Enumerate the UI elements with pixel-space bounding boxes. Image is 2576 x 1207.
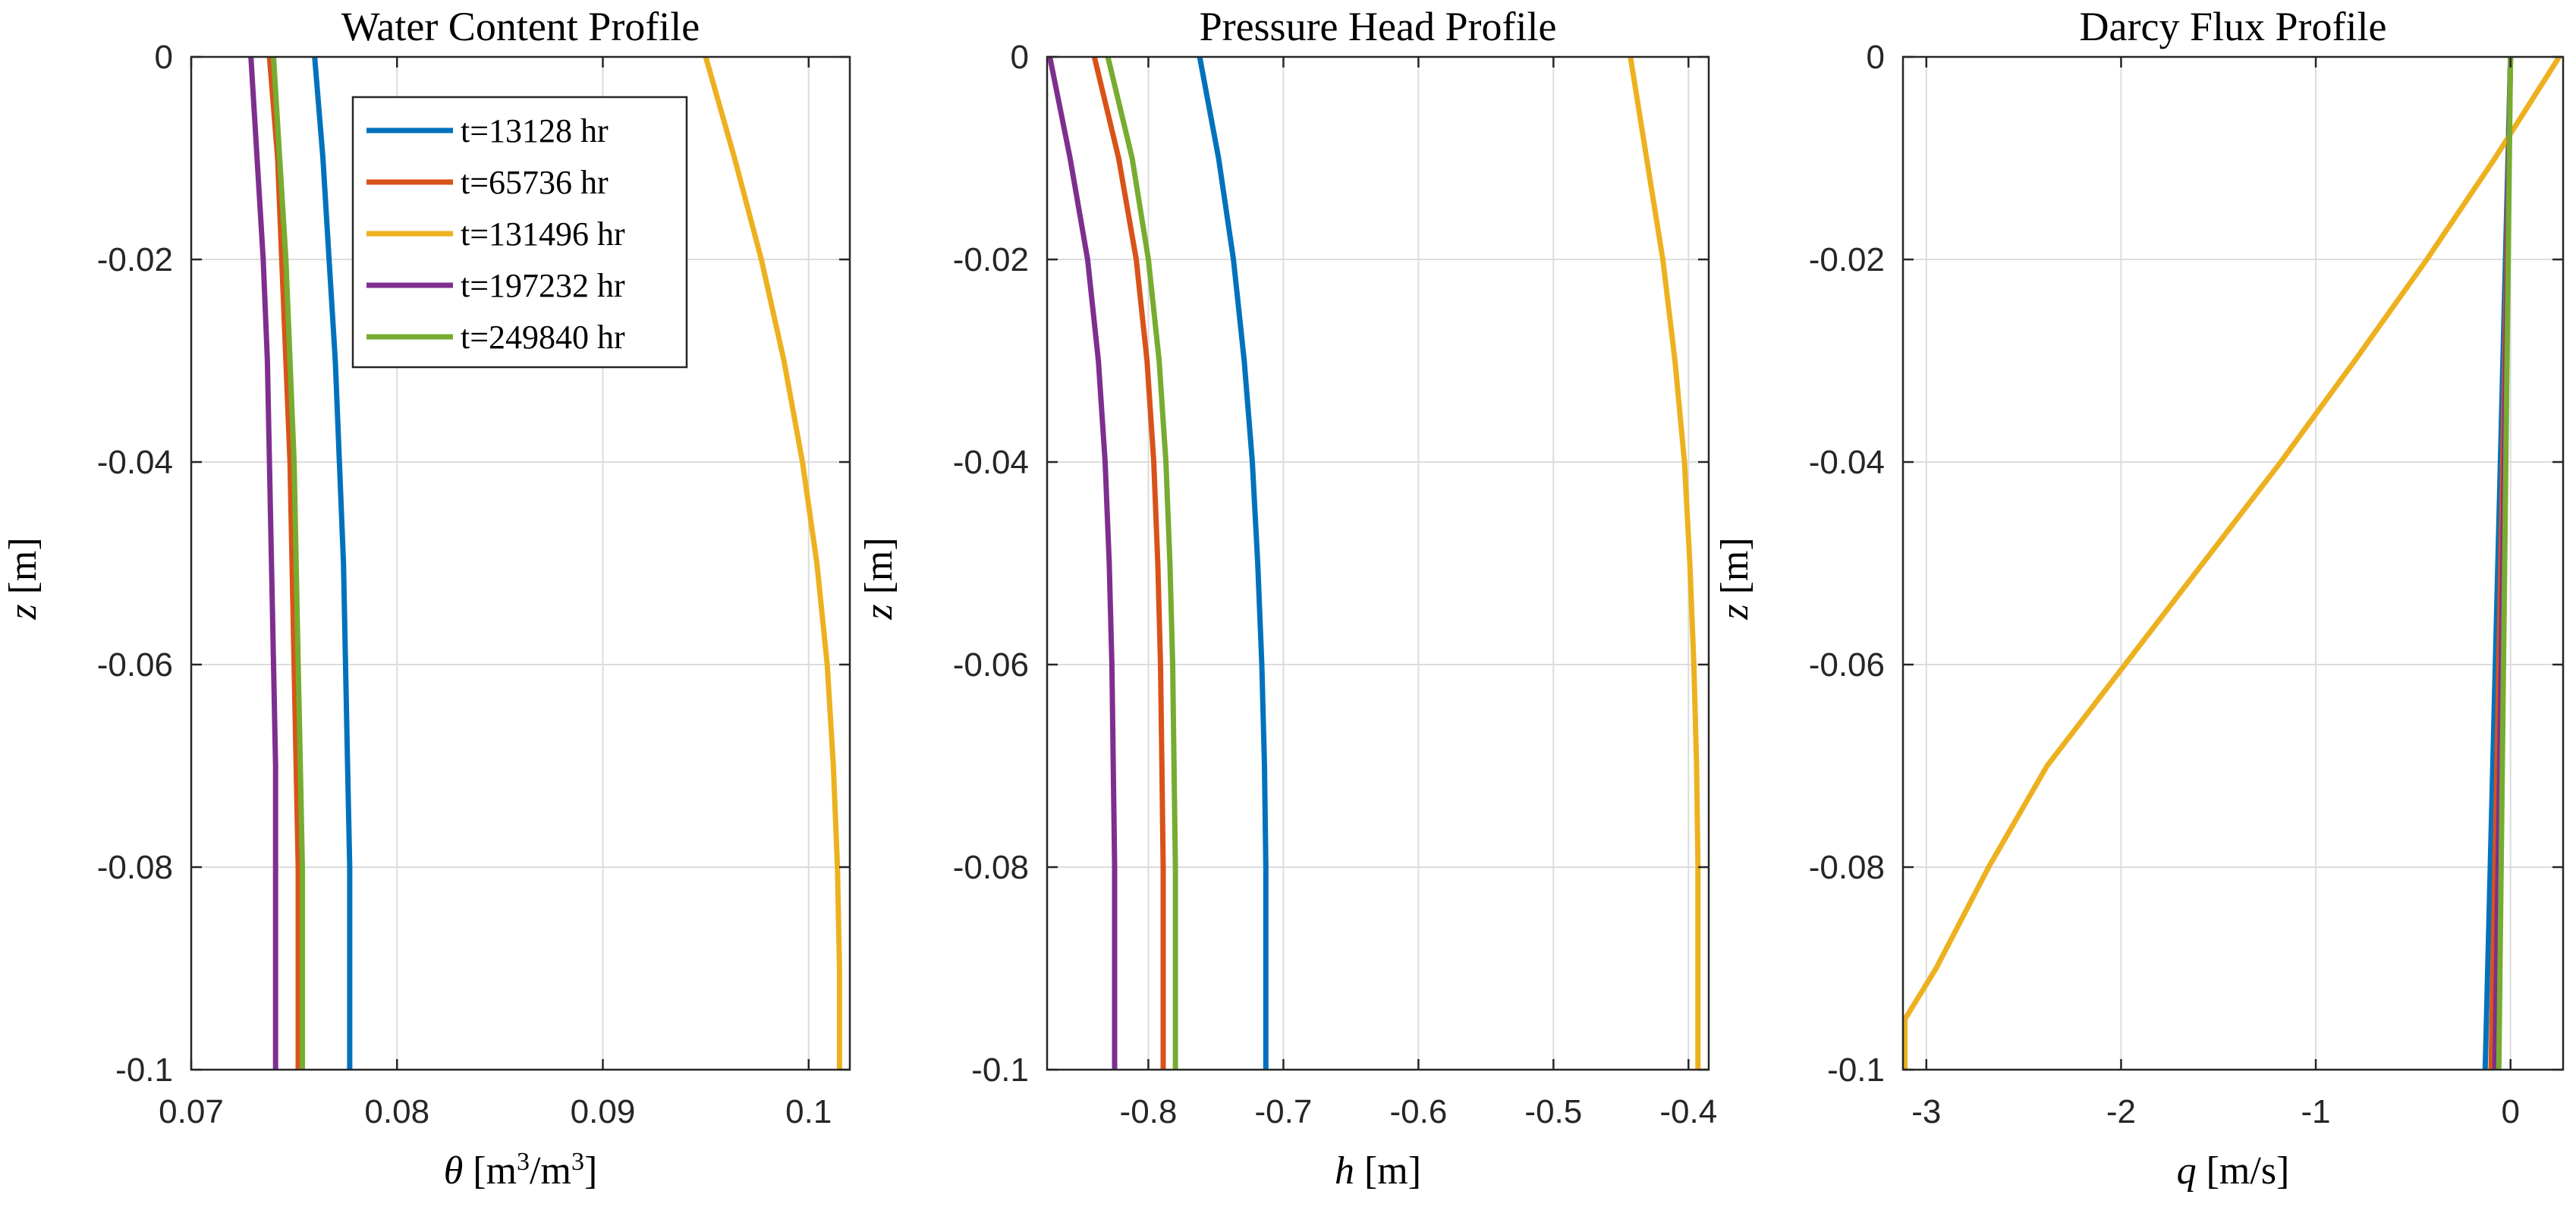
x-axis-symbol: θ <box>444 1149 464 1193</box>
y-tick-label: -0.06 <box>953 646 1029 684</box>
series-line-1 <box>312 56 353 1070</box>
y-axis-symbol: z <box>2 604 45 620</box>
y-tick-label: -0.1 <box>1827 1051 1885 1089</box>
series-group <box>248 56 842 1070</box>
x-axis-spacer <box>1354 1149 1364 1193</box>
series-group <box>1902 55 2562 1070</box>
x-tick-label: -2 <box>2106 1093 2136 1130</box>
y-axis-label: z [m] <box>1713 537 1757 620</box>
legend-entry: t=65736 hr <box>461 164 609 201</box>
y-axis-symbol: z <box>1713 604 1757 620</box>
series-line-3 <box>703 56 842 1070</box>
axes-box <box>190 55 851 1071</box>
x-tick-label: 0.08 <box>364 1093 429 1130</box>
y-tick-label: -0.02 <box>953 241 1029 278</box>
ticks: 0.07 0.08 0.09 0.1 0 -0.02 -0.04 -0.06 -0.08 -0.1 <box>97 39 850 1130</box>
x-axis-units-sup: 3 <box>571 1148 584 1176</box>
x-tick-label: -0.6 <box>1389 1093 1447 1130</box>
series-group <box>1047 56 1701 1070</box>
panel-2: -0.8 -0.7 -0.6 -0.5 -0.4 0 -0.02 -0.04 -0.06 -0.0… <box>857 4 1717 1193</box>
x-tick-label: 0 <box>2501 1093 2519 1130</box>
x-axis-label: θ [m3/m3] <box>444 1148 598 1193</box>
x-axis-symbol: h <box>1335 1149 1354 1193</box>
x-axis-units: [m] <box>1364 1149 1421 1193</box>
y-tick-label: -0.04 <box>1809 444 1885 481</box>
x-tick-label: 0.09 <box>571 1093 636 1130</box>
y-tick-label: -0.08 <box>953 849 1029 886</box>
y-tick-label: 0 <box>1011 39 1029 76</box>
series-line-3 <box>1628 56 1701 1070</box>
y-tick-label: -0.08 <box>1809 849 1885 886</box>
x-axis-units-mid: /m <box>530 1149 571 1193</box>
x-axis-label: h [m] <box>1335 1149 1421 1193</box>
x-tick-label: 0.1 <box>785 1093 832 1130</box>
chart-title: Pressure Head Profile <box>1200 4 1557 49</box>
x-axis-units-sup: 3 <box>517 1148 530 1176</box>
y-axis-units: [m] <box>857 537 901 594</box>
axes-box <box>1901 55 2565 1071</box>
x-axis-units-end: ] <box>584 1149 597 1193</box>
legend-entry: t=249840 hr <box>461 319 625 356</box>
series-line-5 <box>1105 56 1178 1070</box>
series-line-1 <box>1197 56 1269 1070</box>
x-axis-spacer <box>463 1149 473 1193</box>
chart-title: Darcy Flux Profile <box>2080 4 2387 49</box>
x-tick-label: -3 <box>1911 1093 1941 1130</box>
legend-entry: t=131496 hr <box>461 215 625 253</box>
panels: 0.07 0.08 0.09 0.1 0 -0.02 -0.04 -0.06 -0.08 -0.1… <box>2 4 2565 1193</box>
series-line-4 <box>248 56 278 1070</box>
y-tick-label: -0.02 <box>1809 241 1885 278</box>
y-tick-label: -0.04 <box>97 444 173 481</box>
x-tick-label: -0.8 <box>1120 1093 1178 1130</box>
series-line-2 <box>266 56 301 1070</box>
y-axis-units: [m] <box>2 537 45 594</box>
series-line-5 <box>2496 56 2514 1070</box>
ticks: -0.8 -0.7 -0.6 -0.5 -0.4 0 -0.02 -0.04 -0.06 -0.0… <box>953 39 1718 1130</box>
x-axis-symbol: q <box>2177 1149 2197 1193</box>
panel-1: 0.07 0.08 0.09 0.1 0 -0.02 -0.04 -0.06 -0.08 -0.1… <box>2 4 851 1193</box>
x-tick-label: -0.5 <box>1524 1093 1582 1130</box>
y-tick-label: -0.04 <box>953 444 1029 481</box>
series-line-5 <box>271 56 305 1070</box>
x-tick-label: -0.7 <box>1255 1093 1313 1130</box>
x-axis-units: [m <box>473 1149 517 1193</box>
y-axis-label: z [m] <box>2 537 45 620</box>
y-axis-label: z [m] <box>857 537 901 620</box>
y-tick-label: -0.06 <box>1809 646 1885 684</box>
y-axis-spacer <box>1713 594 1757 604</box>
legend-entry: t=13128 hr <box>461 112 609 149</box>
series-line-2 <box>1091 56 1166 1070</box>
series-line-4 <box>1047 56 1118 1070</box>
y-axis-units: [m] <box>1713 537 1757 594</box>
chart-title: Water Content Profile <box>341 4 700 49</box>
y-axis-symbol: z <box>857 604 901 620</box>
y-axis-spacer <box>857 594 901 604</box>
panel-3: -3 -2 -1 0 0 -0.02 -0.04 -0.06 -0.08 -0.1 Darcy Fl… <box>1713 4 2565 1193</box>
legend-entry: t=197232 hr <box>461 267 625 304</box>
ticks: -3 -2 -1 0 0 -0.02 -0.04 -0.06 -0.08 -0.1 <box>1809 39 2563 1130</box>
axes-box <box>1046 55 1710 1071</box>
y-axis-spacer <box>2 594 45 604</box>
x-axis-spacer <box>2197 1149 2206 1193</box>
y-tick-label: -0.1 <box>971 1051 1029 1089</box>
x-tick-label: -1 <box>2301 1093 2331 1130</box>
y-tick-label: 0 <box>1867 39 1885 76</box>
x-tick-label: 0.07 <box>159 1093 224 1130</box>
y-tick-label: -0.06 <box>97 646 173 684</box>
series-line-3 <box>1902 55 2562 1070</box>
x-tick-label: -0.4 <box>1659 1093 1717 1130</box>
legend: t=13128 hr t=65736 hr t=131496 hr t=197232 … <box>351 96 688 369</box>
y-tick-label: -0.1 <box>115 1051 173 1089</box>
y-tick-label: 0 <box>155 39 173 76</box>
x-axis-label: q [m/s] <box>2177 1149 2290 1193</box>
y-tick-label: -0.02 <box>97 241 173 278</box>
x-axis-units: [m/s] <box>2206 1149 2290 1193</box>
y-tick-label: -0.08 <box>97 849 173 886</box>
